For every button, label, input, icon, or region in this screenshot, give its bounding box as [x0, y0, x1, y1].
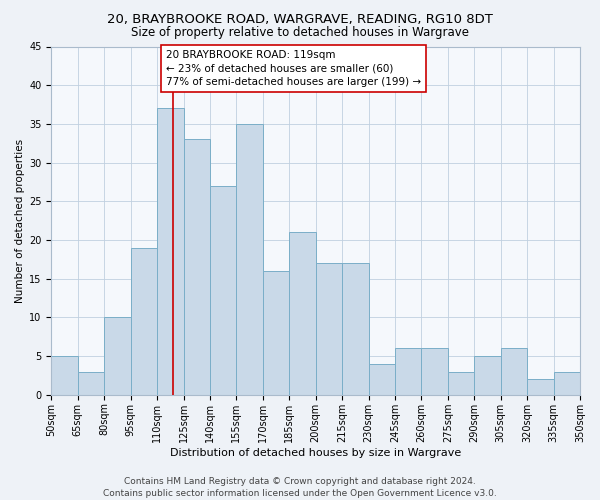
Bar: [263, 271, 289, 395]
Bar: [395, 348, 421, 395]
Text: Size of property relative to detached houses in Wargrave: Size of property relative to detached ho…: [131, 26, 469, 39]
Bar: [342, 263, 368, 395]
X-axis label: Distribution of detached houses by size in Wargrave: Distribution of detached houses by size …: [170, 448, 461, 458]
Text: Contains HM Land Registry data © Crown copyright and database right 2024.
Contai: Contains HM Land Registry data © Crown c…: [103, 476, 497, 498]
Bar: [368, 364, 395, 395]
Bar: [501, 348, 527, 395]
Bar: [157, 108, 184, 395]
Bar: [527, 380, 554, 395]
Bar: [236, 124, 263, 395]
Bar: [448, 372, 474, 395]
Bar: [184, 140, 210, 395]
Bar: [52, 356, 78, 395]
Text: 20 BRAYBROOKE ROAD: 119sqm
← 23% of detached houses are smaller (60)
77% of semi: 20 BRAYBROOKE ROAD: 119sqm ← 23% of deta…: [166, 50, 421, 87]
Bar: [554, 372, 580, 395]
Bar: [316, 263, 342, 395]
Bar: [131, 248, 157, 395]
Y-axis label: Number of detached properties: Number of detached properties: [15, 138, 25, 302]
Bar: [104, 318, 131, 395]
Bar: [78, 372, 104, 395]
Bar: [289, 232, 316, 395]
Bar: [474, 356, 501, 395]
Text: 20, BRAYBROOKE ROAD, WARGRAVE, READING, RG10 8DT: 20, BRAYBROOKE ROAD, WARGRAVE, READING, …: [107, 12, 493, 26]
Bar: [421, 348, 448, 395]
Bar: [210, 186, 236, 395]
